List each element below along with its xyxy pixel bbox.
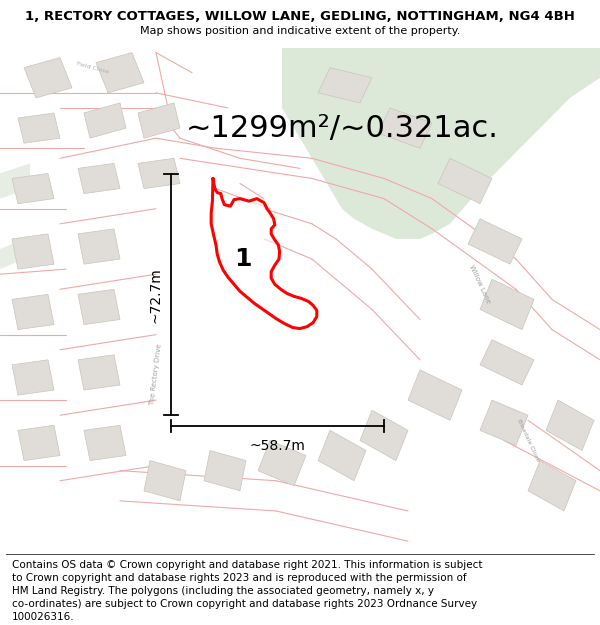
Polygon shape [468,219,522,264]
Text: Willow Lane: Willow Lane [469,264,491,304]
Polygon shape [480,400,528,446]
Text: co-ordinates) are subject to Crown copyright and database rights 2023 Ordnance S: co-ordinates) are subject to Crown copyr… [12,599,477,609]
Polygon shape [96,52,144,93]
Polygon shape [528,461,576,511]
Polygon shape [258,441,306,486]
Polygon shape [360,410,408,461]
Text: ~1299m²/~0.321ac.: ~1299m²/~0.321ac. [185,114,499,142]
Polygon shape [18,113,60,143]
Polygon shape [138,103,180,138]
Polygon shape [0,163,30,199]
Polygon shape [0,239,24,269]
Polygon shape [318,431,366,481]
Polygon shape [480,279,534,329]
Polygon shape [546,400,594,451]
Polygon shape [18,425,60,461]
Polygon shape [144,461,186,501]
Text: HM Land Registry. The polygons (including the associated geometry, namely x, y: HM Land Registry. The polygons (includin… [12,586,434,596]
Polygon shape [12,234,54,269]
Polygon shape [84,425,126,461]
Polygon shape [282,48,600,239]
Text: Map shows position and indicative extent of the property.: Map shows position and indicative extent… [140,26,460,36]
Polygon shape [408,370,462,420]
Polygon shape [480,339,534,385]
Text: ~72.7m: ~72.7m [149,267,163,322]
Polygon shape [78,229,120,264]
Polygon shape [12,294,54,329]
Text: ~58.7m: ~58.7m [250,439,305,454]
Text: Field Close: Field Close [76,61,110,74]
Polygon shape [78,289,120,324]
Text: 100026316.: 100026316. [12,612,74,622]
Text: The Rectory Drive: The Rectory Drive [149,344,163,406]
Polygon shape [84,103,126,138]
Text: to Crown copyright and database rights 2023 and is reproduced with the permissio: to Crown copyright and database rights 2… [12,573,467,583]
Polygon shape [12,173,54,204]
Polygon shape [378,108,432,148]
Polygon shape [318,68,372,103]
Polygon shape [24,58,72,98]
Polygon shape [438,158,492,204]
Text: 1, RECTORY COTTAGES, WILLOW LANE, GEDLING, NOTTINGHAM, NG4 4BH: 1, RECTORY COTTAGES, WILLOW LANE, GEDLIN… [25,9,575,22]
Polygon shape [12,360,54,395]
Polygon shape [78,163,120,194]
Text: Bleadale Close: Bleadale Close [516,418,540,462]
Polygon shape [204,451,246,491]
Text: Contains OS data © Crown copyright and database right 2021. This information is : Contains OS data © Crown copyright and d… [12,560,482,570]
Polygon shape [78,355,120,390]
Text: 1: 1 [234,247,252,271]
Polygon shape [211,179,317,329]
Polygon shape [138,158,180,189]
